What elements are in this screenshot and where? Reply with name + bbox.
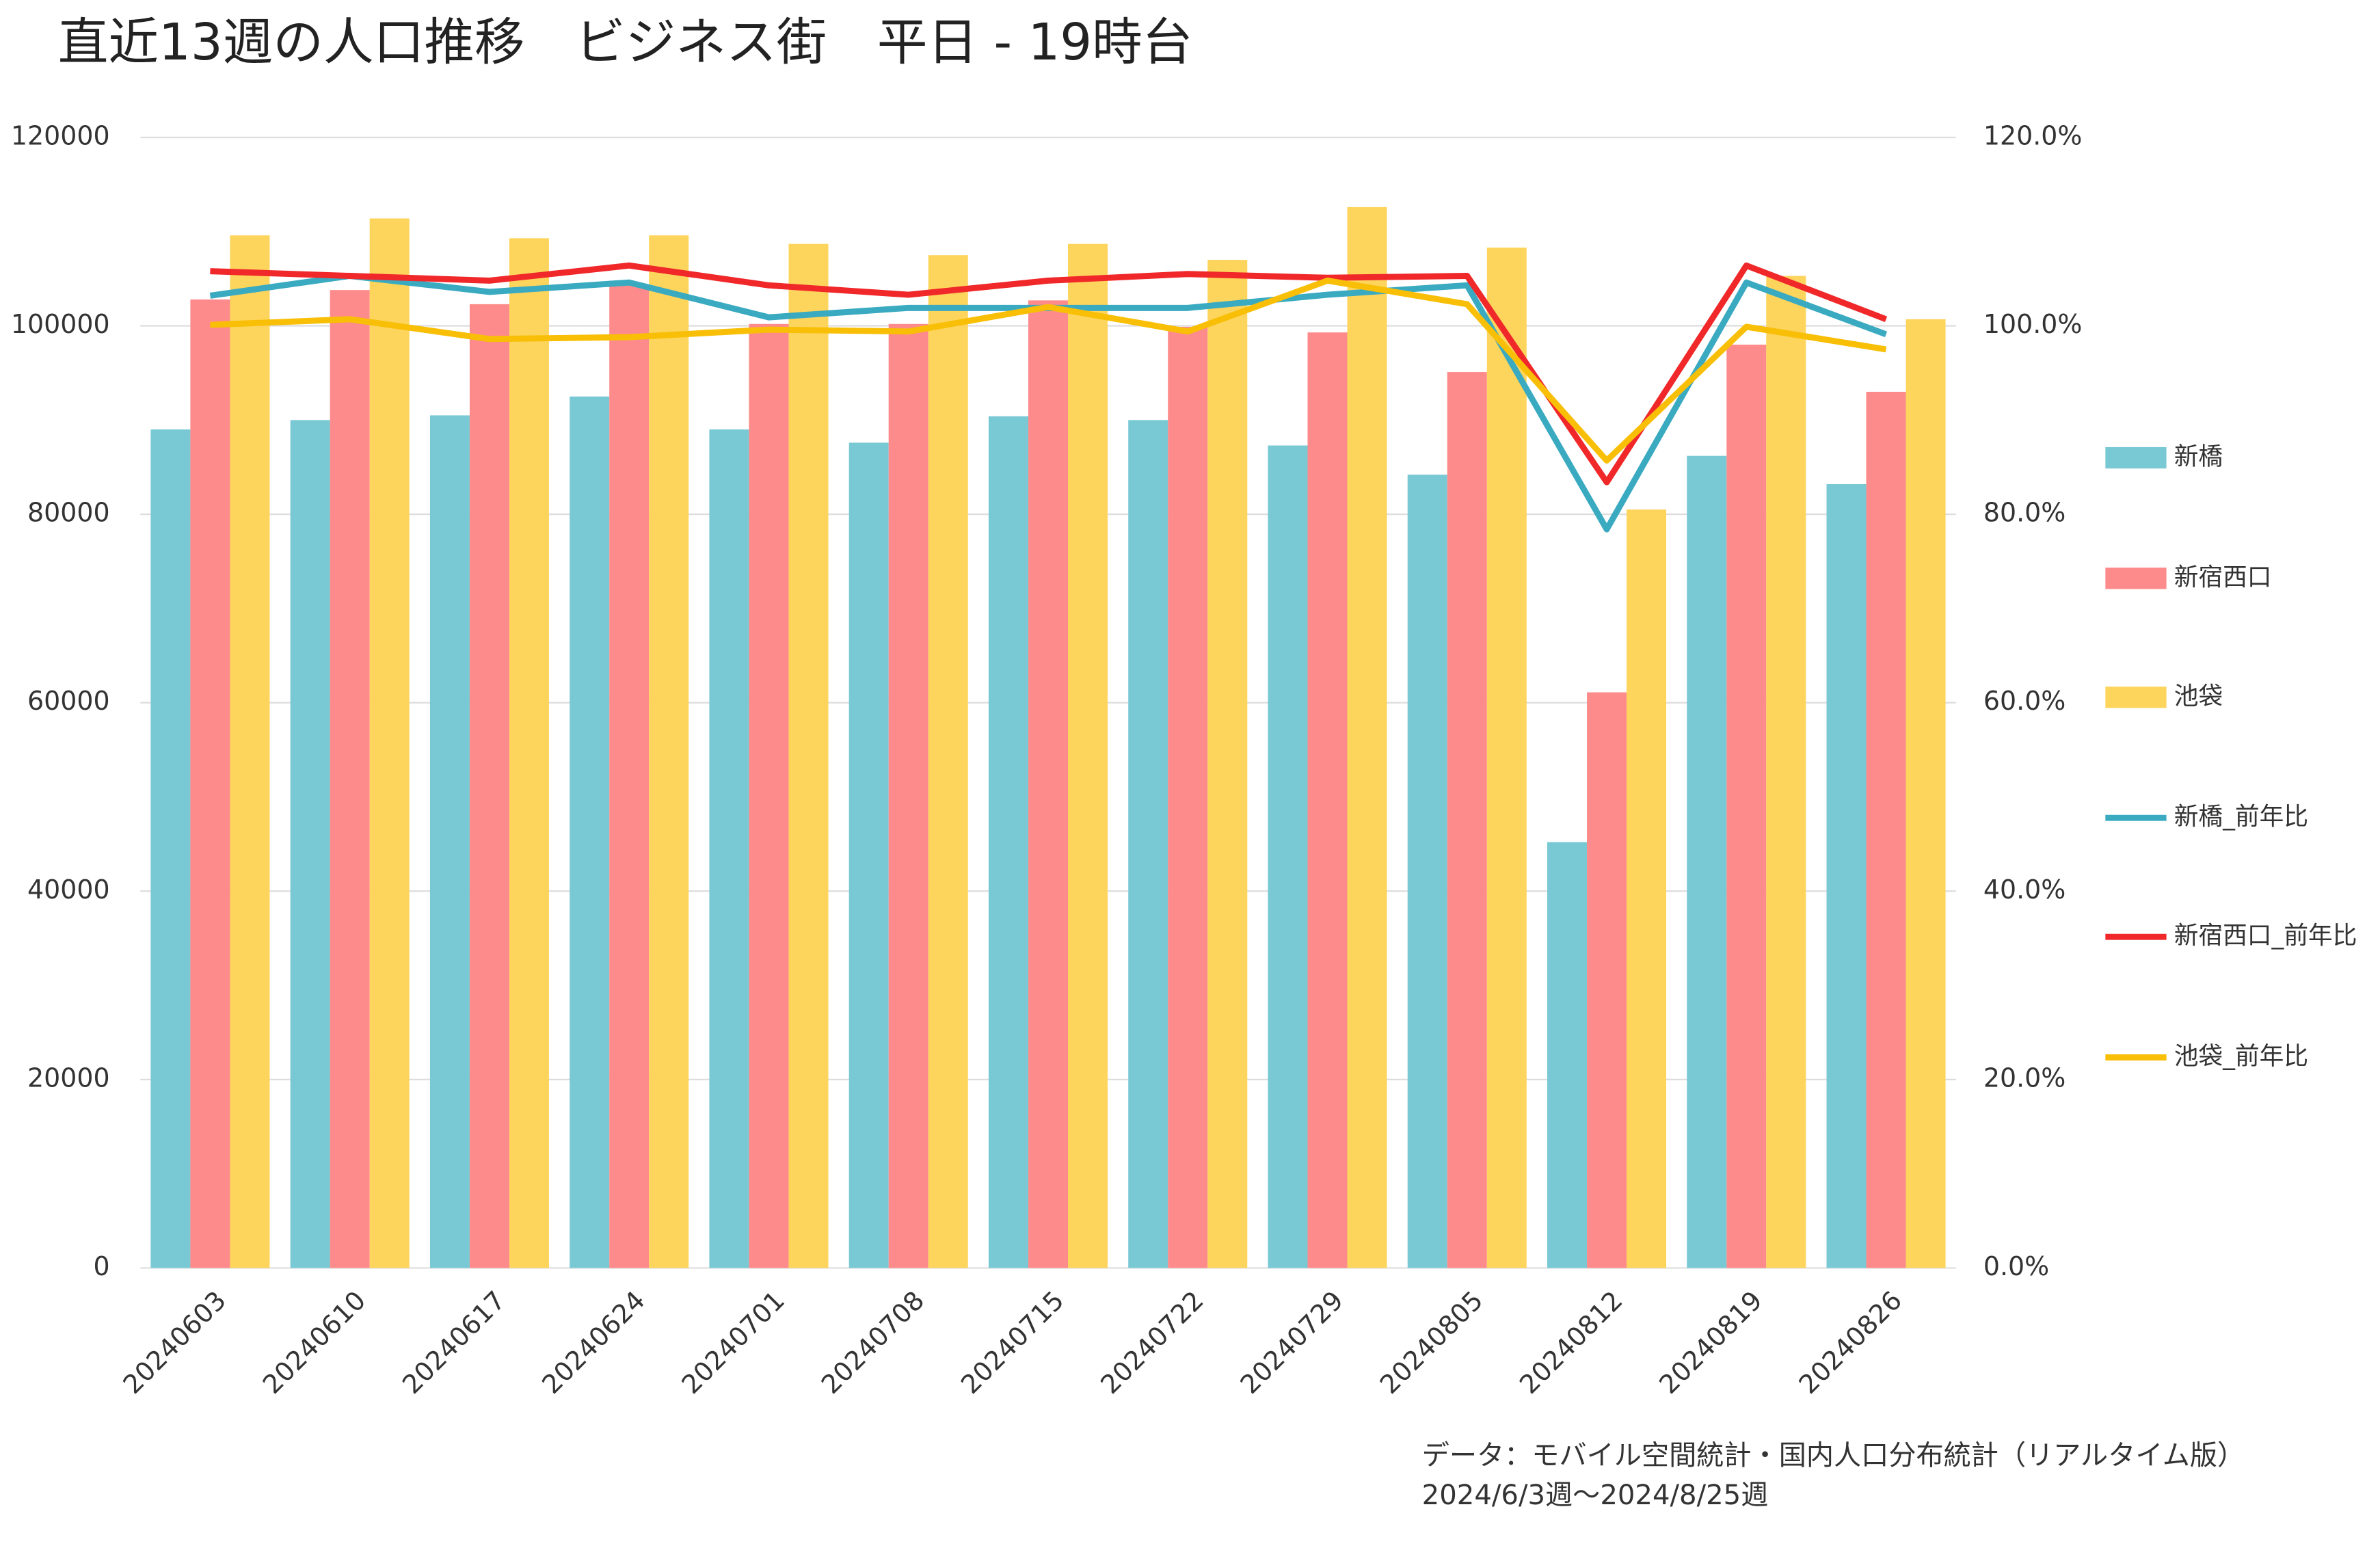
bar <box>429 415 470 1268</box>
bar <box>290 420 330 1268</box>
bar <box>1726 345 1767 1268</box>
legend-label: 新橋_前年比 <box>2174 803 2308 831</box>
y-tick-label: 40000 <box>27 875 110 905</box>
y-tick-label: 20000 <box>27 1063 110 1093</box>
bar <box>570 396 610 1268</box>
y2-tick-label: 100.0% <box>1983 309 2083 339</box>
x-tick-label: 20240708 <box>816 1285 931 1400</box>
y-tick-label: 60000 <box>27 686 110 716</box>
bar <box>1407 475 1447 1268</box>
bar <box>1307 332 1348 1268</box>
bar <box>888 323 928 1268</box>
bar <box>788 243 829 1268</box>
x-tick-label: 20240826 <box>1793 1285 1908 1400</box>
x-tick-label: 20240610 <box>257 1285 372 1400</box>
x-tick-label: 20240624 <box>536 1285 651 1400</box>
bar <box>1486 248 1527 1268</box>
bar <box>848 442 889 1268</box>
bar <box>190 299 230 1268</box>
bar <box>1447 372 1487 1268</box>
bar <box>1687 455 1727 1268</box>
bar <box>988 416 1028 1268</box>
bar <box>749 323 789 1268</box>
bar <box>649 235 689 1268</box>
bar <box>1268 445 1308 1268</box>
bar <box>709 429 749 1268</box>
bar <box>1347 206 1387 1268</box>
x-tick-label: 20240715 <box>955 1285 1070 1400</box>
bar <box>150 429 191 1268</box>
bar <box>1028 300 1068 1268</box>
y-tick-label: 120000 <box>11 120 110 150</box>
bar <box>1168 326 1208 1268</box>
line <box>210 277 1887 464</box>
bar <box>509 238 549 1268</box>
bar <box>1627 509 1667 1268</box>
bar <box>1906 319 1946 1268</box>
x-tick-label: 20240819 <box>1653 1285 1768 1400</box>
bar <box>1067 243 1108 1268</box>
legend-label: 池袋_前年比 <box>2174 1043 2308 1071</box>
y2-tick-label: 60.0% <box>1983 686 2065 716</box>
x-tick-label: 20240603 <box>117 1285 232 1400</box>
legend-label: 新宿西口_前年比 <box>2174 922 2357 950</box>
y2-tick-label: 20.0% <box>1983 1063 2065 1093</box>
y-tick-label: 80000 <box>27 498 110 528</box>
legend-swatch <box>2105 446 2167 469</box>
legend-label: 新橋 <box>2174 443 2223 471</box>
legend-swatch <box>2105 686 2167 708</box>
note: 2024/6/3週～2024/8/25週 <box>1422 1480 1769 1511</box>
bar <box>330 290 370 1268</box>
bar <box>1766 276 1806 1268</box>
x-tick-label: 20240729 <box>1235 1285 1350 1400</box>
legend-label: 池袋 <box>2174 682 2223 710</box>
legend-label: 新宿西口 <box>2174 563 2272 591</box>
bar <box>369 218 410 1268</box>
bar <box>928 255 968 1268</box>
bar <box>1866 391 1906 1268</box>
bar <box>469 304 509 1268</box>
bar <box>1826 484 1867 1268</box>
bar <box>1207 260 1248 1268</box>
x-tick-label: 20240805 <box>1374 1285 1489 1400</box>
x-tick-label: 20240617 <box>397 1285 511 1400</box>
line <box>210 262 1888 485</box>
bar <box>609 285 650 1268</box>
legend-swatch <box>2105 568 2167 589</box>
bar <box>1128 420 1168 1268</box>
bar <box>230 235 270 1268</box>
y-tick-label: 0 <box>94 1251 110 1281</box>
y2-tick-label: 80.0% <box>1983 498 2065 528</box>
note: データ：モバイル空間統計・国内人口分布統計（リアルタイム版） <box>1422 1440 2245 1471</box>
x-tick-label: 20240722 <box>1095 1285 1209 1400</box>
x-tick-label: 20240812 <box>1514 1285 1629 1400</box>
bar <box>1587 692 1627 1268</box>
y-tick-label: 100000 <box>11 309 110 339</box>
x-tick-label: 20240701 <box>676 1285 790 1400</box>
y2-tick-label: 120.0% <box>1983 120 2083 150</box>
bar <box>1547 842 1588 1268</box>
y2-tick-label: 40.0% <box>1983 875 2065 905</box>
y2-tick-label: 0.0% <box>1983 1251 2049 1281</box>
chart-title: 直近13週の人口推移 ビジネス街 平日 - 19時台 <box>58 14 1193 72</box>
